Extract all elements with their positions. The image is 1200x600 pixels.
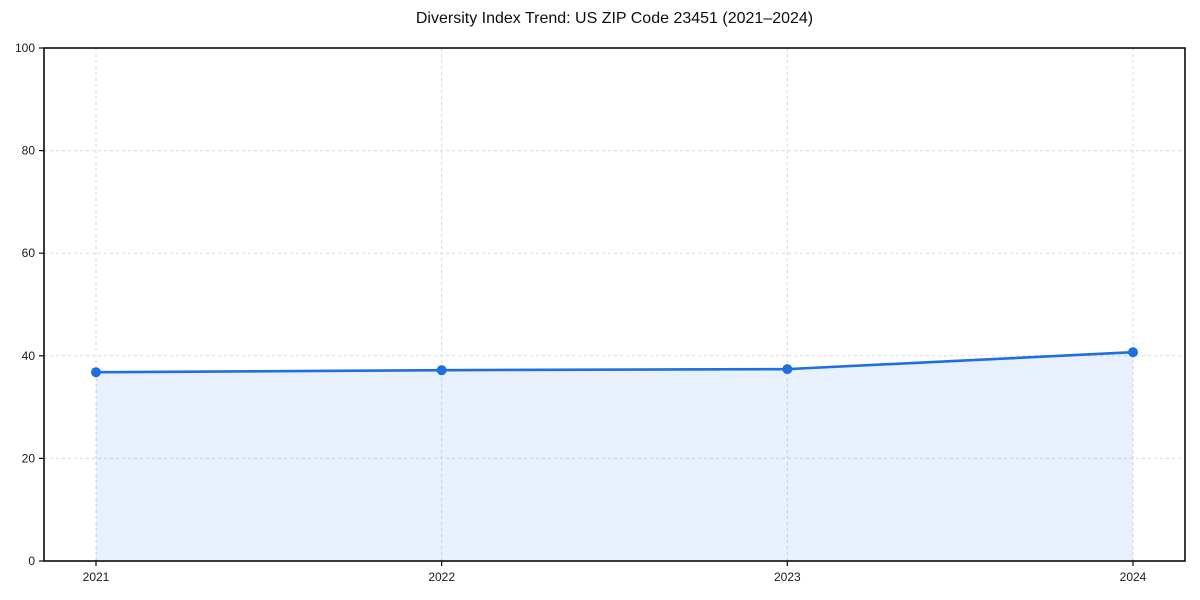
y-tick-label: 60 (22, 246, 36, 260)
x-tick-label: 2022 (428, 570, 455, 584)
x-tick-label: 2024 (1120, 570, 1147, 584)
y-tick-label: 80 (22, 144, 36, 158)
x-tick-label: 2021 (83, 570, 110, 584)
data-point (782, 364, 793, 375)
x-tick-label: 2023 (774, 570, 801, 584)
chart-title: Diversity Index Trend: US ZIP Code 23451… (415, 10, 814, 27)
area-fill (96, 352, 1133, 561)
data-point (91, 367, 101, 378)
y-tick-label: 0 (28, 554, 35, 568)
trend-line (94, 350, 1135, 374)
y-tick-label: 20 (22, 451, 36, 465)
data-point (1128, 347, 1138, 358)
plot-box (43, 47, 1186, 562)
y-tick-label: 40 (22, 349, 36, 363)
y-tick-label: 100 (15, 41, 35, 55)
data-point (436, 365, 447, 376)
